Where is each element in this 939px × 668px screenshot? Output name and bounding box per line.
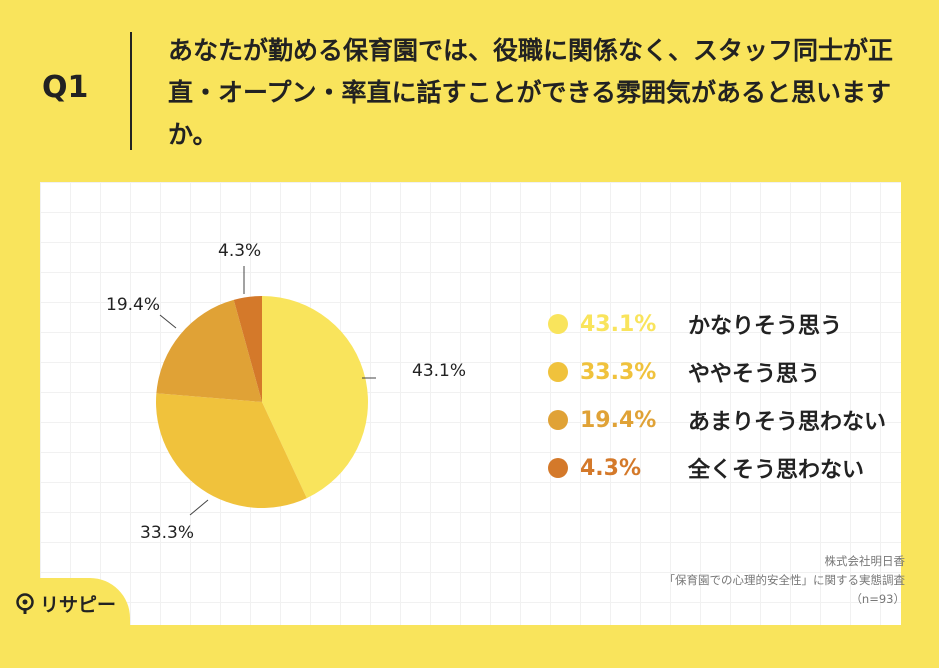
legend-item: 33.3% ややそう思う — [548, 348, 886, 396]
legend-label: ややそう思う — [688, 362, 821, 387]
brand-logo: リサピー — [14, 590, 116, 617]
slice-value-label: 19.4% — [106, 295, 160, 315]
legend-item: 4.3% 全くそう思わない — [548, 444, 886, 492]
legend-swatch — [548, 362, 568, 382]
pie-slice — [262, 296, 369, 499]
brand-name: リサピー — [40, 594, 117, 616]
legend-swatch — [548, 410, 568, 430]
question-number: Q1 — [42, 70, 89, 105]
pie-chart: 43.1% 33.3% 19.4% 4.3% — [106, 241, 466, 543]
leader-line — [159, 314, 177, 329]
source-survey: 「保育園での心理的安全性」に関する実態調査 — [663, 573, 906, 587]
header-divider — [130, 32, 132, 150]
legend: 43.1% かなりそう思う 33.3% ややそう思う 19.4% あまりそう思わない 4.3… — [548, 300, 886, 492]
slice-value-label: 33.3% — [140, 523, 194, 543]
lightbulb-icon — [16, 592, 34, 614]
legend-swatch — [548, 458, 568, 478]
legend-percent: 43.1% — [580, 311, 657, 337]
source-note: 株式会社明日香 「保育園での心理的安全性」に関する実態調査 （n=93） — [664, 552, 906, 609]
legend-percent: 4.3% — [580, 455, 642, 481]
pie-slice — [155, 393, 307, 508]
legend-percent: 19.4% — [580, 407, 657, 433]
question-text: あなたが勤める保育園では、役職に関係なく、スタッフ同士が正直・オープン・率直に話… — [168, 36, 894, 149]
source-company: 株式会社明日香 — [824, 554, 906, 568]
pie-slice — [156, 299, 262, 402]
legend-label: 全くそう思わない — [688, 458, 865, 483]
legend-label: あまりそう思わない — [688, 410, 887, 435]
legend-item: 43.1% かなりそう思う — [548, 300, 886, 348]
source-sample-size: （n=93） — [850, 592, 905, 606]
legend-item: 19.4% あまりそう思わない — [548, 396, 886, 444]
slice-value-label: 4.3% — [218, 241, 261, 261]
legend-swatch — [548, 314, 568, 334]
chart-panel: 43.1% 33.3% 19.4% 4.3% 43.1% かなりそう思う 33.3% ややそ… — [40, 182, 901, 625]
leader-line — [189, 499, 209, 516]
header: Q1 あなたが勤める保育園では、役職に関係なく、スタッフ同士が正直・オープン・率… — [0, 0, 939, 180]
pie-slice — [233, 296, 262, 402]
slice-value-label: 43.1% — [412, 361, 466, 381]
legend-percent: 33.3% — [580, 359, 657, 385]
legend-label: かなりそう思う — [688, 314, 843, 339]
